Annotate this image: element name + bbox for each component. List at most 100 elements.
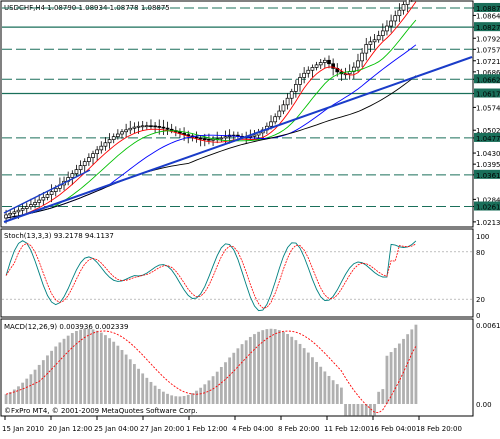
stochastic-pane[interactable]: Stoch(13,3,3) 93.2178 94.1137 bbox=[0, 228, 474, 318]
candle-body bbox=[132, 126, 137, 129]
macd-bar bbox=[385, 355, 389, 404]
candle-body bbox=[12, 211, 17, 214]
trendlines bbox=[3, 56, 473, 223]
candle-body bbox=[144, 125, 149, 128]
candle-body bbox=[331, 63, 335, 69]
candle-body bbox=[294, 84, 298, 92]
price-label: 1.02614 bbox=[476, 204, 500, 212]
macd-bar bbox=[83, 328, 87, 404]
stochastic-pane-frame bbox=[0, 228, 474, 318]
candle-body bbox=[401, 4, 406, 11]
macd-axis-label: 0.00619 bbox=[476, 322, 500, 330]
price-label-highlight bbox=[474, 201, 500, 211]
time-label: 20 Jan 12:00 bbox=[48, 425, 92, 433]
macd-bar bbox=[397, 343, 401, 404]
copyright-footer: ©FxPro MT4, © 2001-2009 MetaQuotes Softw… bbox=[4, 407, 198, 415]
macd-bar bbox=[54, 346, 58, 404]
macd-bar bbox=[414, 324, 418, 404]
macd-bar bbox=[261, 330, 265, 404]
candle-body bbox=[281, 104, 286, 112]
time-label: 8 Feb 20:00 bbox=[278, 425, 319, 433]
candle-body bbox=[153, 125, 157, 128]
candle-body bbox=[33, 202, 37, 205]
candle-body bbox=[273, 116, 278, 123]
candle-body bbox=[8, 213, 13, 216]
stochastic-signal-line bbox=[5, 242, 417, 309]
macd-bar bbox=[244, 340, 248, 404]
time-axis: 15 Jan 2010 20 Jan 12:00 25 Jan 04:00 27 Ja… bbox=[2, 416, 462, 433]
macd-bar bbox=[232, 352, 236, 404]
macd-bar bbox=[340, 387, 343, 404]
macd-bar bbox=[99, 332, 103, 404]
candle-body bbox=[389, 20, 393, 27]
macd-bar bbox=[87, 328, 91, 404]
macd-pane[interactable]: MACD(12,26,9) 0.003936 0.002339 ©FxPro M… bbox=[0, 318, 474, 417]
ma-black-line bbox=[6, 75, 417, 219]
candle-body bbox=[223, 136, 228, 139]
candle-body bbox=[99, 145, 104, 151]
stochastic-axis-label: 80 bbox=[476, 249, 485, 257]
macd-histogram bbox=[4, 324, 418, 416]
macd-bar bbox=[91, 329, 95, 404]
candle-body bbox=[140, 125, 145, 128]
macd-bar bbox=[294, 340, 298, 404]
candle-body bbox=[302, 72, 306, 78]
price-pane-frame bbox=[0, 0, 474, 228]
candle-body bbox=[314, 64, 319, 68]
macd-bar bbox=[174, 396, 178, 404]
time-label: 1 Feb 12:00 bbox=[186, 425, 227, 433]
ma-red-line bbox=[6, 1, 417, 219]
macd-bar bbox=[4, 394, 8, 404]
macd-axis-label: 0.00 bbox=[476, 401, 492, 409]
macd-bar bbox=[219, 366, 223, 404]
macd-bar bbox=[306, 352, 310, 404]
macd-bar bbox=[323, 371, 327, 404]
macd-bar bbox=[356, 404, 360, 416]
price-label: 1.02840 bbox=[476, 196, 500, 204]
price-label-highlight bbox=[474, 169, 500, 179]
candle-body bbox=[103, 142, 108, 147]
candle-body bbox=[78, 165, 83, 171]
macd-bar bbox=[128, 359, 132, 404]
macd-bar bbox=[344, 404, 347, 416]
candle-body bbox=[356, 60, 360, 68]
macd-bar bbox=[25, 378, 29, 404]
macd-header: MACD(12,26,9) 0.003936 0.002339 bbox=[4, 323, 128, 331]
macd-bar bbox=[368, 404, 372, 416]
candle-body bbox=[182, 132, 186, 135]
macd-bar bbox=[199, 387, 203, 404]
macd-axis: 0.00619 0.00 bbox=[476, 322, 500, 409]
candle-body bbox=[4, 214, 8, 219]
price-label-highlight bbox=[474, 132, 500, 142]
macd-bar bbox=[33, 369, 37, 404]
candle-body bbox=[202, 138, 207, 141]
candle-body bbox=[82, 161, 87, 166]
macd-bar bbox=[46, 355, 49, 404]
macd-bar bbox=[182, 395, 186, 404]
ma-green-line bbox=[6, 19, 417, 219]
trendline-secondary bbox=[3, 169, 91, 214]
macd-bar bbox=[29, 374, 33, 404]
candle-body bbox=[405, 0, 410, 5]
macd-bar bbox=[315, 361, 318, 404]
macd-bar bbox=[319, 366, 323, 404]
candle-body bbox=[364, 44, 369, 54]
candle-body bbox=[318, 62, 323, 66]
macd-bar bbox=[75, 331, 78, 404]
macd-bar bbox=[186, 394, 190, 404]
candle-body bbox=[385, 25, 389, 32]
candle-body bbox=[252, 134, 257, 137]
macd-bar bbox=[211, 376, 215, 404]
candle-body bbox=[128, 127, 133, 131]
time-label: 27 Jan 20:00 bbox=[140, 425, 184, 433]
candle-body bbox=[323, 59, 327, 63]
candle-body bbox=[124, 129, 128, 133]
time-label: 25 Jan 04:00 bbox=[94, 425, 138, 433]
macd-bar bbox=[352, 404, 356, 416]
macd-bar bbox=[21, 382, 25, 404]
price-pane[interactable]: USDCHF,H4 1.08790 1.08934 1.08778 1.0887… bbox=[0, 0, 474, 228]
macd-bar bbox=[178, 396, 182, 404]
macd-bar bbox=[41, 360, 45, 404]
candle-body bbox=[368, 41, 373, 45]
